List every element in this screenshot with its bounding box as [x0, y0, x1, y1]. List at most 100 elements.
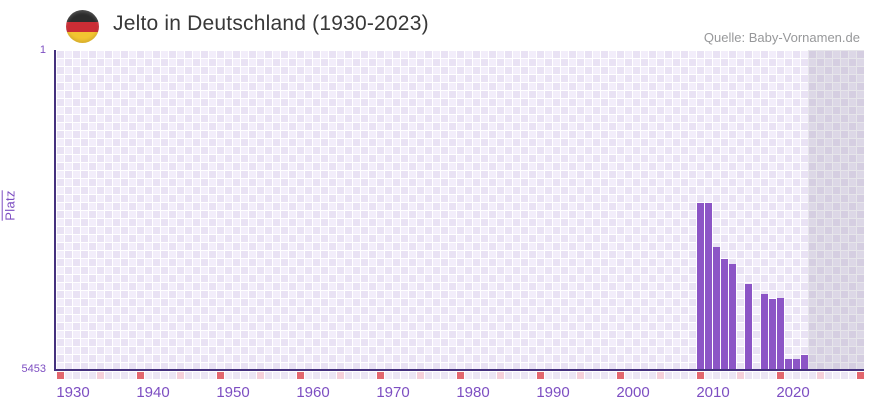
marker-row-cell — [193, 372, 200, 379]
marker-row-cell — [825, 372, 832, 379]
marker-row-cell — [609, 372, 616, 379]
bar-2009[interactable] — [705, 203, 712, 370]
marker-row-cell — [305, 372, 312, 379]
marker-row-cell — [625, 372, 632, 379]
marker-row-cell — [425, 372, 432, 379]
decade-marker-cell — [857, 372, 864, 379]
bar-2016[interactable] — [761, 294, 768, 370]
marker-row-cell — [361, 372, 368, 379]
marker-row-cell — [833, 372, 840, 379]
germany-flag-icon — [66, 10, 99, 43]
decade-marker-cell — [777, 372, 784, 379]
marker-row-cell — [161, 372, 168, 379]
bar-2011[interactable] — [721, 259, 728, 370]
marker-row-cell — [225, 372, 232, 379]
marker-row-cell — [281, 372, 288, 379]
bar-2019[interactable] — [785, 359, 792, 370]
marker-row-cell — [753, 372, 760, 379]
x-tick-1960: 1960 — [296, 384, 330, 401]
marker-row-cell — [265, 372, 272, 379]
marker-row-cell — [841, 372, 848, 379]
x-tick-1950: 1950 — [216, 384, 250, 401]
chart-title: Jelto in Deutschland (1930-2023) — [113, 12, 429, 35]
marker-row-cell — [233, 372, 240, 379]
marker-row-cell — [313, 372, 320, 379]
bar-2018[interactable] — [777, 298, 784, 370]
marker-row-cell — [585, 372, 592, 379]
marker-row-cell — [449, 372, 456, 379]
bar-2014[interactable] — [745, 284, 752, 370]
bar-2010[interactable] — [713, 247, 720, 370]
x-tick-1930: 1930 — [56, 384, 90, 401]
half-decade-marker-cell — [417, 372, 424, 379]
marker-row-cell — [529, 372, 536, 379]
marker-row-cell — [689, 372, 696, 379]
x-tick-2010: 2010 — [696, 384, 730, 401]
marker-row-cell — [513, 372, 520, 379]
marker-row-cell — [809, 372, 816, 379]
x-axis-line — [54, 369, 864, 371]
half-decade-marker-cell — [97, 372, 104, 379]
marker-row-cell — [473, 372, 480, 379]
marker-row-cell — [169, 372, 176, 379]
marker-row-cell — [393, 372, 400, 379]
half-decade-marker-cell — [737, 372, 744, 379]
bar-2021[interactable] — [801, 355, 808, 370]
marker-row-cell — [113, 372, 120, 379]
decade-marker-cell — [537, 372, 544, 379]
x-tick-2020: 2020 — [776, 384, 810, 401]
marker-row-cell — [745, 372, 752, 379]
marker-row-cell — [561, 372, 568, 379]
marker-row-cell — [801, 372, 808, 379]
marker-row-cell — [185, 372, 192, 379]
marker-row-cell — [489, 372, 496, 379]
no-data-band — [808, 50, 864, 370]
marker-row-cell — [289, 372, 296, 379]
marker-row-cell — [385, 372, 392, 379]
y-tick-bottom: 5453 — [21, 363, 46, 375]
marker-row-cell — [649, 372, 656, 379]
x-tick-1980: 1980 — [456, 384, 490, 401]
marker-row-cell — [65, 372, 72, 379]
marker-row-cell — [81, 372, 88, 379]
marker-row-cell — [673, 372, 680, 379]
marker-row-cell — [729, 372, 736, 379]
source-attribution: Quelle: Baby-Vornamen.de — [703, 30, 860, 45]
marker-row-cell — [153, 372, 160, 379]
marker-row-cell — [369, 372, 376, 379]
marker-row-cell — [345, 372, 352, 379]
decade-marker-cell — [377, 372, 384, 379]
marker-row-cell — [465, 372, 472, 379]
bar-2012[interactable] — [729, 264, 736, 370]
marker-row-cell — [681, 372, 688, 379]
y-axis-title: Platz — [2, 190, 18, 221]
half-decade-marker-cell — [257, 372, 264, 379]
marker-row-cell — [329, 372, 336, 379]
bar-2020[interactable] — [793, 359, 800, 370]
half-decade-marker-cell — [657, 372, 664, 379]
marker-row-cell — [553, 372, 560, 379]
marker-row-cell — [713, 372, 720, 379]
marker-row-cell — [441, 372, 448, 379]
marker-row-cell — [401, 372, 408, 379]
x-tick-2000: 2000 — [616, 384, 650, 401]
marker-row-cell — [121, 372, 128, 379]
bar-2017[interactable] — [769, 299, 776, 370]
decade-marker-cell — [57, 372, 64, 379]
decade-marker-cell — [297, 372, 304, 379]
decade-marker-cell — [137, 372, 144, 379]
x-tick-1990: 1990 — [536, 384, 570, 401]
bar-2008[interactable] — [697, 203, 704, 370]
marker-row-cell — [793, 372, 800, 379]
marker-row-cell — [321, 372, 328, 379]
marker-row-cell — [633, 372, 640, 379]
marker-row-cell — [249, 372, 256, 379]
marker-row-cell — [721, 372, 728, 379]
plot-area — [56, 50, 864, 370]
decade-marker-cell — [697, 372, 704, 379]
marker-row-cell — [521, 372, 528, 379]
half-decade-marker-cell — [337, 372, 344, 379]
marker-row-cell — [409, 372, 416, 379]
marker-row-cell — [849, 372, 856, 379]
